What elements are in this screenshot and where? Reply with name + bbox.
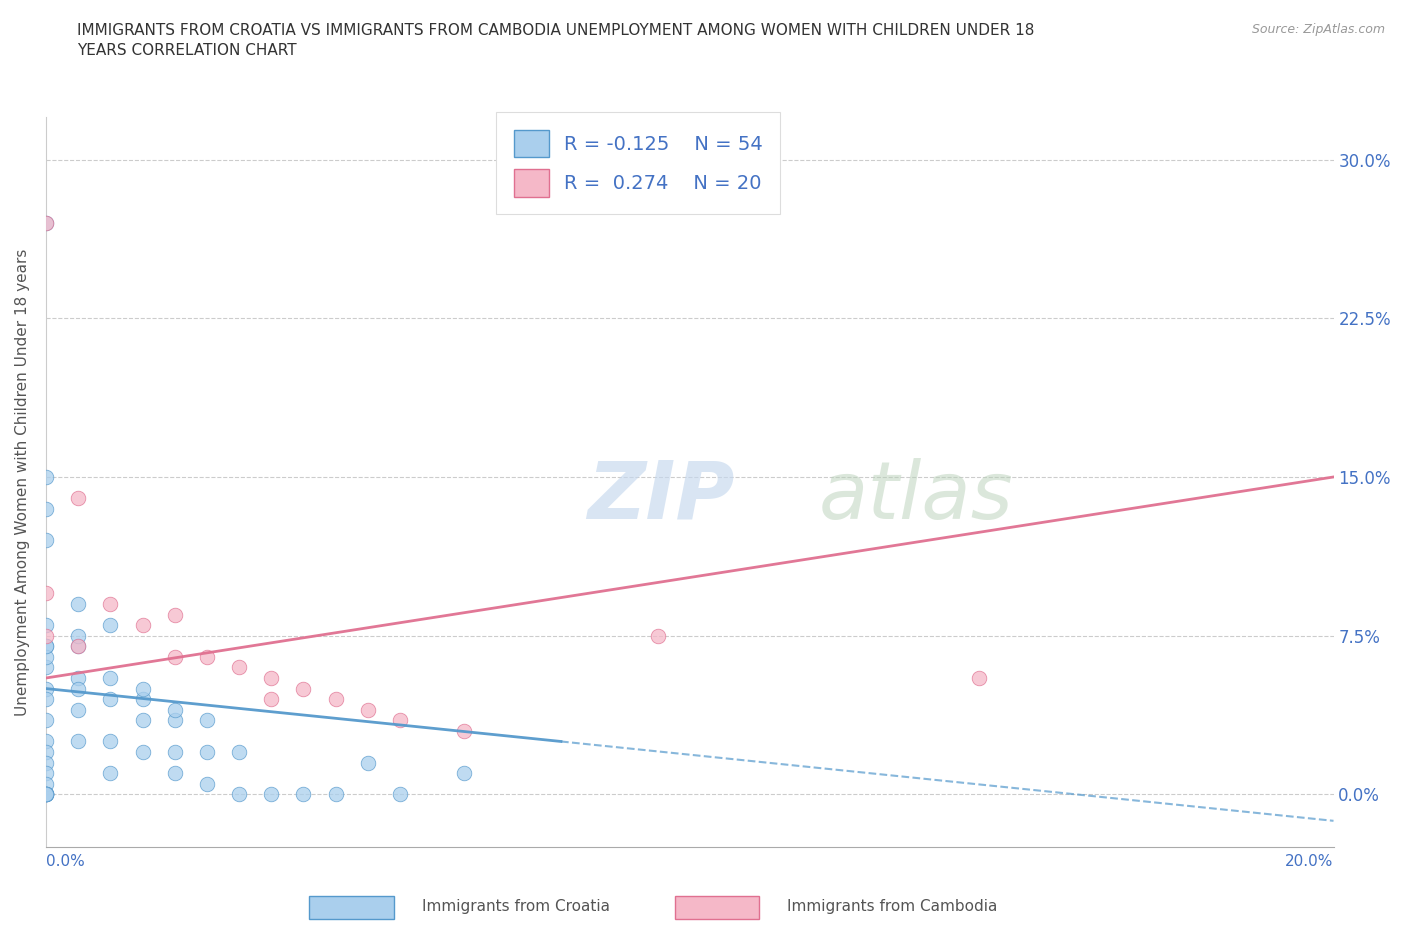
- Point: [389, 713, 412, 728]
- Point: [260, 787, 283, 802]
- Point: [35, 618, 58, 632]
- Point: [98, 734, 121, 749]
- Point: [292, 787, 315, 802]
- Point: [35, 755, 58, 770]
- Point: [35, 692, 58, 707]
- Point: [35, 787, 58, 802]
- Point: [163, 649, 186, 664]
- Point: [35, 787, 58, 802]
- Point: [131, 745, 153, 760]
- Point: [195, 777, 218, 791]
- Point: [35, 787, 58, 802]
- Point: [163, 765, 186, 780]
- Point: [35, 787, 58, 802]
- Point: [35, 629, 58, 644]
- Point: [357, 755, 380, 770]
- Point: [67, 596, 90, 611]
- Point: [35, 734, 58, 749]
- Point: [67, 629, 90, 644]
- Point: [195, 713, 218, 728]
- Point: [131, 692, 153, 707]
- Point: [35, 660, 58, 675]
- Point: [35, 713, 58, 728]
- Point: [163, 745, 186, 760]
- Point: [35, 777, 58, 791]
- Point: [67, 639, 90, 654]
- Point: [260, 692, 283, 707]
- Point: [35, 216, 58, 231]
- Point: [389, 787, 412, 802]
- Point: [35, 787, 58, 802]
- Point: [35, 639, 58, 654]
- Point: [67, 734, 90, 749]
- Point: [228, 745, 250, 760]
- Point: [67, 491, 90, 506]
- Point: [453, 724, 475, 738]
- Text: ZIP: ZIP: [586, 458, 734, 536]
- Text: 0.0%: 0.0%: [46, 854, 84, 869]
- Text: Immigrants from Croatia: Immigrants from Croatia: [422, 899, 610, 914]
- Point: [969, 671, 991, 685]
- Legend: R = -0.125    N = 54, R =  0.274    N = 20: R = -0.125 N = 54, R = 0.274 N = 20: [496, 113, 780, 214]
- Point: [195, 649, 218, 664]
- Y-axis label: Unemployment Among Women with Children Under 18 years: Unemployment Among Women with Children U…: [15, 248, 30, 716]
- Point: [325, 787, 347, 802]
- Point: [35, 586, 58, 601]
- Point: [228, 787, 250, 802]
- Point: [98, 596, 121, 611]
- Point: [195, 745, 218, 760]
- Point: [35, 639, 58, 654]
- Point: [35, 681, 58, 696]
- Point: [325, 692, 347, 707]
- Point: [357, 702, 380, 717]
- Point: [163, 607, 186, 622]
- Point: [131, 618, 153, 632]
- Point: [163, 702, 186, 717]
- Point: [35, 533, 58, 548]
- Point: [98, 692, 121, 707]
- Point: [67, 671, 90, 685]
- Point: [35, 470, 58, 485]
- Point: [35, 765, 58, 780]
- Point: [98, 765, 121, 780]
- Point: [131, 713, 153, 728]
- Point: [35, 745, 58, 760]
- Text: atlas: atlas: [818, 458, 1014, 536]
- Point: [35, 787, 58, 802]
- Point: [67, 639, 90, 654]
- Point: [260, 671, 283, 685]
- Point: [131, 681, 153, 696]
- Point: [163, 713, 186, 728]
- Text: 20.0%: 20.0%: [1285, 854, 1333, 869]
- Point: [67, 681, 90, 696]
- Text: Source: ZipAtlas.com: Source: ZipAtlas.com: [1251, 23, 1385, 36]
- Point: [292, 681, 315, 696]
- Point: [35, 649, 58, 664]
- Point: [647, 629, 669, 644]
- Point: [98, 671, 121, 685]
- Text: IMMIGRANTS FROM CROATIA VS IMMIGRANTS FROM CAMBODIA UNEMPLOYMENT AMONG WOMEN WIT: IMMIGRANTS FROM CROATIA VS IMMIGRANTS FR…: [77, 23, 1035, 58]
- Point: [35, 501, 58, 516]
- Text: Immigrants from Cambodia: Immigrants from Cambodia: [787, 899, 998, 914]
- Point: [67, 702, 90, 717]
- Point: [35, 216, 58, 231]
- Point: [98, 618, 121, 632]
- Point: [453, 765, 475, 780]
- Point: [228, 660, 250, 675]
